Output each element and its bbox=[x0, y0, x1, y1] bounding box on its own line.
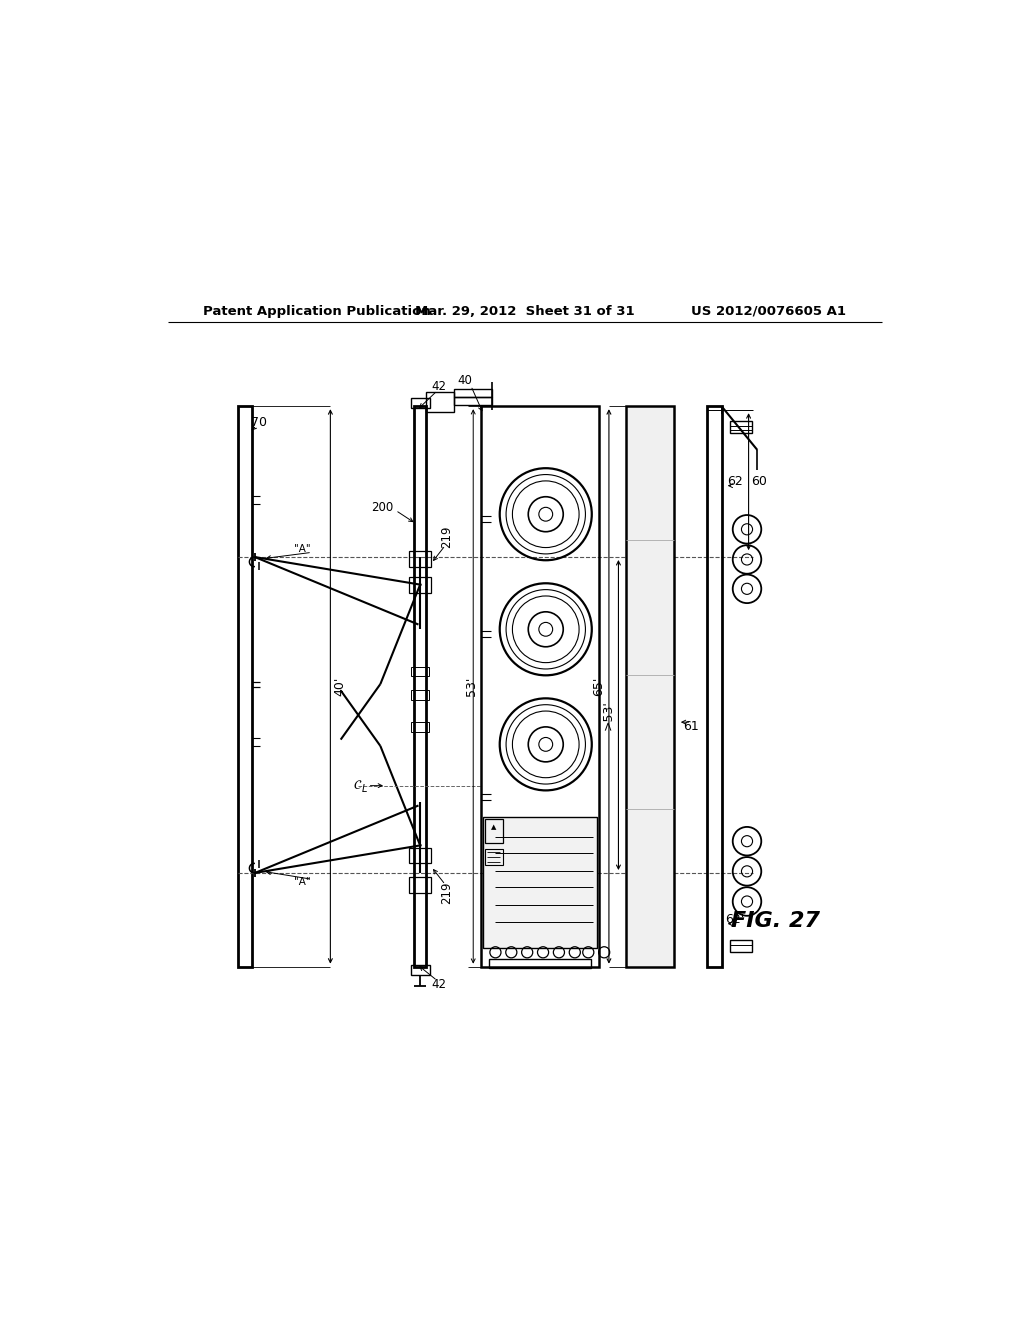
Bar bbox=[485, 849, 503, 865]
Bar bbox=[411, 399, 430, 408]
Text: 70: 70 bbox=[251, 417, 267, 429]
Text: 42: 42 bbox=[431, 978, 446, 990]
Text: 42: 42 bbox=[431, 380, 446, 393]
Bar bbox=[411, 965, 430, 974]
Text: Patent Application Publication: Patent Application Publication bbox=[204, 305, 431, 318]
Text: 65': 65' bbox=[592, 677, 605, 696]
Bar bbox=[409, 550, 431, 566]
Text: 61: 61 bbox=[684, 719, 699, 733]
Text: "A": "A" bbox=[294, 878, 311, 887]
Bar bbox=[412, 722, 429, 731]
Text: >53': >53' bbox=[602, 700, 614, 730]
Text: 62: 62 bbox=[727, 475, 743, 488]
Bar bbox=[482, 817, 597, 948]
Bar bbox=[729, 421, 752, 433]
Bar bbox=[238, 407, 252, 966]
Bar bbox=[627, 407, 674, 966]
Bar bbox=[426, 392, 455, 412]
Bar bbox=[412, 667, 429, 676]
Text: 62': 62' bbox=[725, 913, 744, 927]
Bar bbox=[729, 940, 752, 952]
Bar bbox=[409, 847, 431, 863]
Bar bbox=[489, 958, 591, 968]
Bar bbox=[708, 407, 722, 966]
Bar bbox=[412, 690, 429, 700]
Text: "A": "A" bbox=[294, 544, 311, 554]
Text: FIG. 27: FIG. 27 bbox=[731, 911, 820, 931]
Text: 60: 60 bbox=[751, 475, 767, 488]
Bar bbox=[409, 876, 431, 892]
Text: 200: 200 bbox=[372, 502, 394, 515]
Text: $\mathcal{C}$: $\mathcal{C}$ bbox=[353, 779, 362, 792]
Text: 40': 40' bbox=[334, 677, 346, 696]
Bar bbox=[409, 577, 431, 593]
Text: 53': 53' bbox=[465, 677, 478, 696]
Text: ▲: ▲ bbox=[492, 824, 497, 830]
Bar bbox=[414, 407, 426, 966]
Text: 219: 219 bbox=[440, 525, 454, 549]
Text: Mar. 29, 2012  Sheet 31 of 31: Mar. 29, 2012 Sheet 31 of 31 bbox=[415, 305, 635, 318]
Bar bbox=[485, 818, 503, 842]
Text: $\it{L}$: $\it{L}$ bbox=[361, 781, 368, 795]
Bar bbox=[455, 397, 493, 405]
Bar bbox=[481, 407, 599, 966]
Text: 219: 219 bbox=[440, 882, 454, 904]
Text: US 2012/0076605 A1: US 2012/0076605 A1 bbox=[691, 305, 846, 318]
Bar bbox=[455, 389, 493, 397]
Text: 40: 40 bbox=[458, 375, 473, 387]
